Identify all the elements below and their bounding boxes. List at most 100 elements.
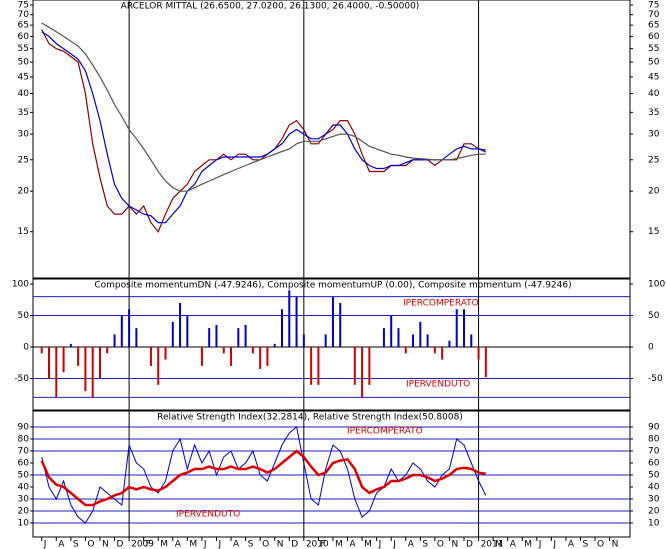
histogram-bar (441, 347, 444, 360)
x-tick-label: A (510, 540, 517, 549)
histogram-bar (390, 315, 393, 348)
histogram-bar (463, 309, 466, 348)
y-tick-label: 50 (648, 311, 660, 321)
y-tick-label: 20 (18, 187, 30, 197)
x-tick-label: A (408, 540, 415, 549)
y-tick-label: 70 (648, 446, 660, 456)
y-tick-label: 40 (648, 482, 660, 492)
x-tick-label: J (552, 540, 556, 549)
x-tick-label: N (102, 540, 109, 549)
x-tick-label: D (291, 540, 298, 549)
histogram-bar (317, 347, 320, 385)
series-line (41, 31, 486, 224)
x-tick-label: A (568, 540, 575, 549)
y-tick-label: 55 (648, 44, 659, 54)
histogram-bar (382, 328, 385, 348)
histogram-bar (251, 347, 254, 354)
histogram-bar (288, 290, 291, 348)
histogram-bar (91, 347, 94, 398)
y-tick-label: 100 (12, 280, 29, 290)
y-tick-label: 70 (18, 446, 30, 456)
x-tick-label: N (612, 540, 619, 549)
y-tick-label: 75 (18, 0, 29, 10)
histogram-bar (433, 347, 436, 354)
x-tick-label: N (451, 540, 458, 549)
x-tick-label: J (392, 540, 396, 549)
x-tick-label: O (597, 540, 604, 549)
y-tick-label: 75 (648, 0, 659, 10)
histogram-bar (200, 347, 203, 366)
histogram-bar (84, 347, 87, 392)
y-tick-label: 80 (648, 434, 660, 444)
histogram-bar (266, 347, 269, 366)
y-tick-label: -50 (14, 374, 29, 384)
x-tick-label: O (437, 540, 444, 549)
x-tick-label: M (495, 540, 503, 549)
y-tick-label: 20 (648, 187, 660, 197)
x-tick-label: J (538, 540, 542, 549)
y-tick-label: 50 (648, 470, 660, 480)
y-tick-label: 60 (648, 32, 660, 42)
histogram-bar (135, 328, 138, 348)
x-tick-label: F (146, 540, 151, 549)
y-tick-label: 0 (648, 343, 654, 353)
x-tick-label: M (524, 540, 532, 549)
histogram-bar (273, 343, 276, 348)
annotation: IPERCOMPERATO (403, 299, 479, 309)
histogram-bar (120, 315, 123, 348)
series-line (40, 449, 487, 507)
histogram-bar (244, 324, 247, 348)
histogram-bar (470, 334, 473, 348)
y-tick-label: -50 (648, 374, 663, 384)
y-tick-label: 0 (23, 343, 29, 353)
histogram-bar (477, 347, 480, 360)
x-tick-label: S (73, 540, 79, 549)
y-tick-label: 45 (648, 72, 659, 82)
y-tick-label: 90 (648, 422, 660, 432)
x-tick-label: A (58, 540, 65, 549)
annotation: IPERVENDUTO (176, 510, 240, 520)
y-tick-label: 60 (18, 458, 30, 468)
x-tick-label: J (217, 540, 221, 549)
annotation: IPERVENDUTO (406, 380, 470, 390)
histogram-bar (361, 347, 364, 398)
y-tick-label: 65 (18, 21, 29, 31)
histogram-bar (331, 296, 334, 348)
y-tick-label: 50 (18, 470, 30, 480)
y-tick-label: 60 (648, 458, 660, 468)
histogram-bar (113, 334, 116, 348)
panel-frame (32, 278, 631, 411)
y-tick-label: 40 (18, 482, 30, 492)
x-tick-label: M (160, 540, 168, 549)
y-tick-label: 30 (648, 130, 660, 140)
x-tick-label: S (582, 540, 588, 549)
x-tick-label: J (378, 540, 382, 549)
histogram-bar (128, 309, 131, 348)
y-tick-label: 40 (648, 89, 660, 99)
histogram-bar (324, 334, 327, 348)
series-line (41, 22, 486, 192)
y-tick-label: 55 (18, 44, 29, 54)
histogram-bar (259, 347, 262, 370)
x-tick-label: S (248, 540, 254, 549)
histogram-bar (48, 347, 51, 379)
histogram-bar (55, 347, 58, 398)
histogram-bar (149, 347, 152, 366)
y-tick-label: 65 (648, 21, 659, 31)
y-tick-label: 20 (18, 506, 30, 516)
histogram-bar (208, 328, 211, 348)
series-line (41, 426, 487, 524)
histogram-bar (77, 347, 80, 366)
histogram-bar (280, 309, 283, 348)
x-tick-label: M (335, 540, 343, 549)
y-tick-label: 70 (18, 10, 30, 20)
histogram-bar (215, 324, 218, 348)
histogram-bar (426, 334, 429, 348)
x-tick-label: D (466, 540, 473, 549)
x-tick-label: J (43, 540, 47, 549)
x-tick-label: A (175, 540, 182, 549)
x-tick-label: F (320, 540, 325, 549)
y-tick-label: 90 (18, 422, 30, 432)
